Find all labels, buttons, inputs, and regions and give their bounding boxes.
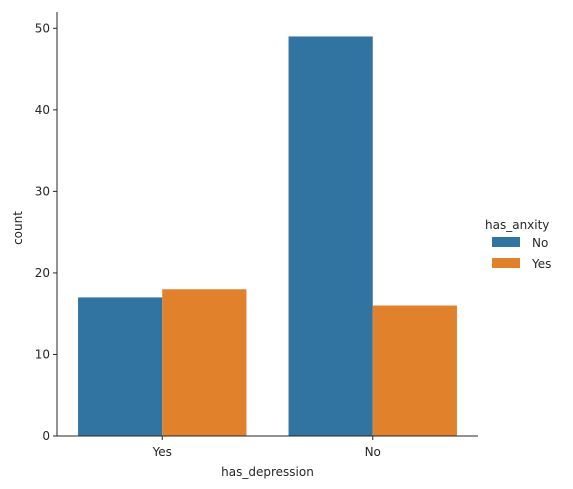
bars-group [78,36,457,436]
x-tick-label: No [365,445,381,459]
legend-title: has_anxity [485,218,549,232]
legend-swatch-no [492,237,520,247]
y-tick-label: 20 [35,266,50,280]
y-tick-label: 30 [35,184,50,198]
bar-yes-no [78,297,163,436]
legend-label-yes: Yes [531,257,551,271]
bar-no-yes [372,305,457,436]
x-axis-label: has_depression [221,465,314,479]
x-axis: Yes No [57,435,478,459]
x-tick-label: Yes [152,445,172,459]
legend-label-no: No [532,236,548,250]
y-axis-label: count [11,211,25,245]
y-tick-label: 10 [35,347,50,361]
y-tick-label: 0 [42,429,50,443]
legend-swatch-yes [492,258,520,268]
y-axis: 0 10 20 30 40 50 [35,12,58,443]
y-tick-label: 50 [35,21,50,35]
legend: has_anxity No Yes [485,218,551,271]
bar-yes-yes [162,289,247,436]
y-tick-label: 40 [35,103,50,117]
bar-no-no [288,36,373,436]
